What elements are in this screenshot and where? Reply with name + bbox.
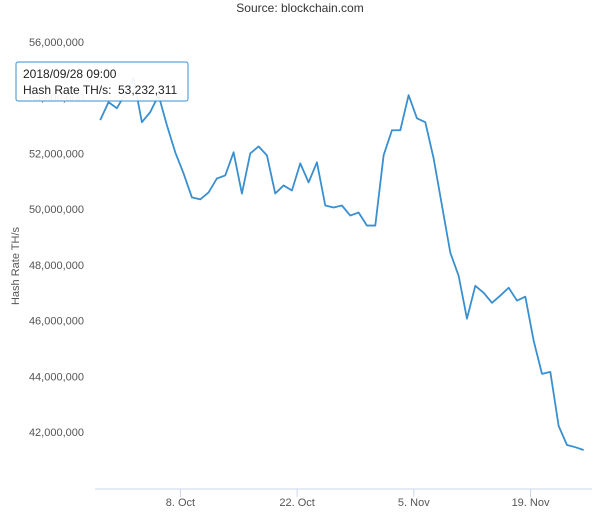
- y-axis-label: Hash Rate TH/s: [10, 226, 22, 305]
- tooltip-date: 2018/09/28 09:00: [23, 67, 117, 81]
- data-line: [99, 77, 584, 451]
- tooltip-value: 53,232,311: [118, 83, 177, 97]
- x-tick-label: 22. Oct: [279, 497, 314, 509]
- y-tick-label: 56,000,000: [29, 37, 84, 49]
- chart-subtitle: Source: blockchain.com: [236, 1, 363, 15]
- plot-area: 42,000,000 44,000,000 46,000,000 48,000,000…: [29, 37, 592, 509]
- y-tick-label: 46,000,000: [29, 316, 84, 328]
- y-tick-label: 50,000,000: [29, 204, 84, 216]
- x-tick-label: 5. Nov: [398, 497, 430, 509]
- y-tick-label: 52,000,000: [29, 148, 84, 160]
- tooltip-box: [15, 61, 189, 102]
- tooltip: 2018/09/28 09:00 Hash Rate TH/s: 53,232,…: [15, 61, 189, 102]
- y-tick-label: 44,000,000: [29, 371, 84, 383]
- y-tick-label: 42,000,000: [29, 427, 84, 439]
- y-tick-label: 48,000,000: [29, 260, 84, 272]
- x-tick-label: 8. Oct: [166, 497, 195, 509]
- tooltip-label: Hash Rate TH/s:: [23, 83, 111, 97]
- x-tick-label: 19. Nov: [512, 497, 550, 509]
